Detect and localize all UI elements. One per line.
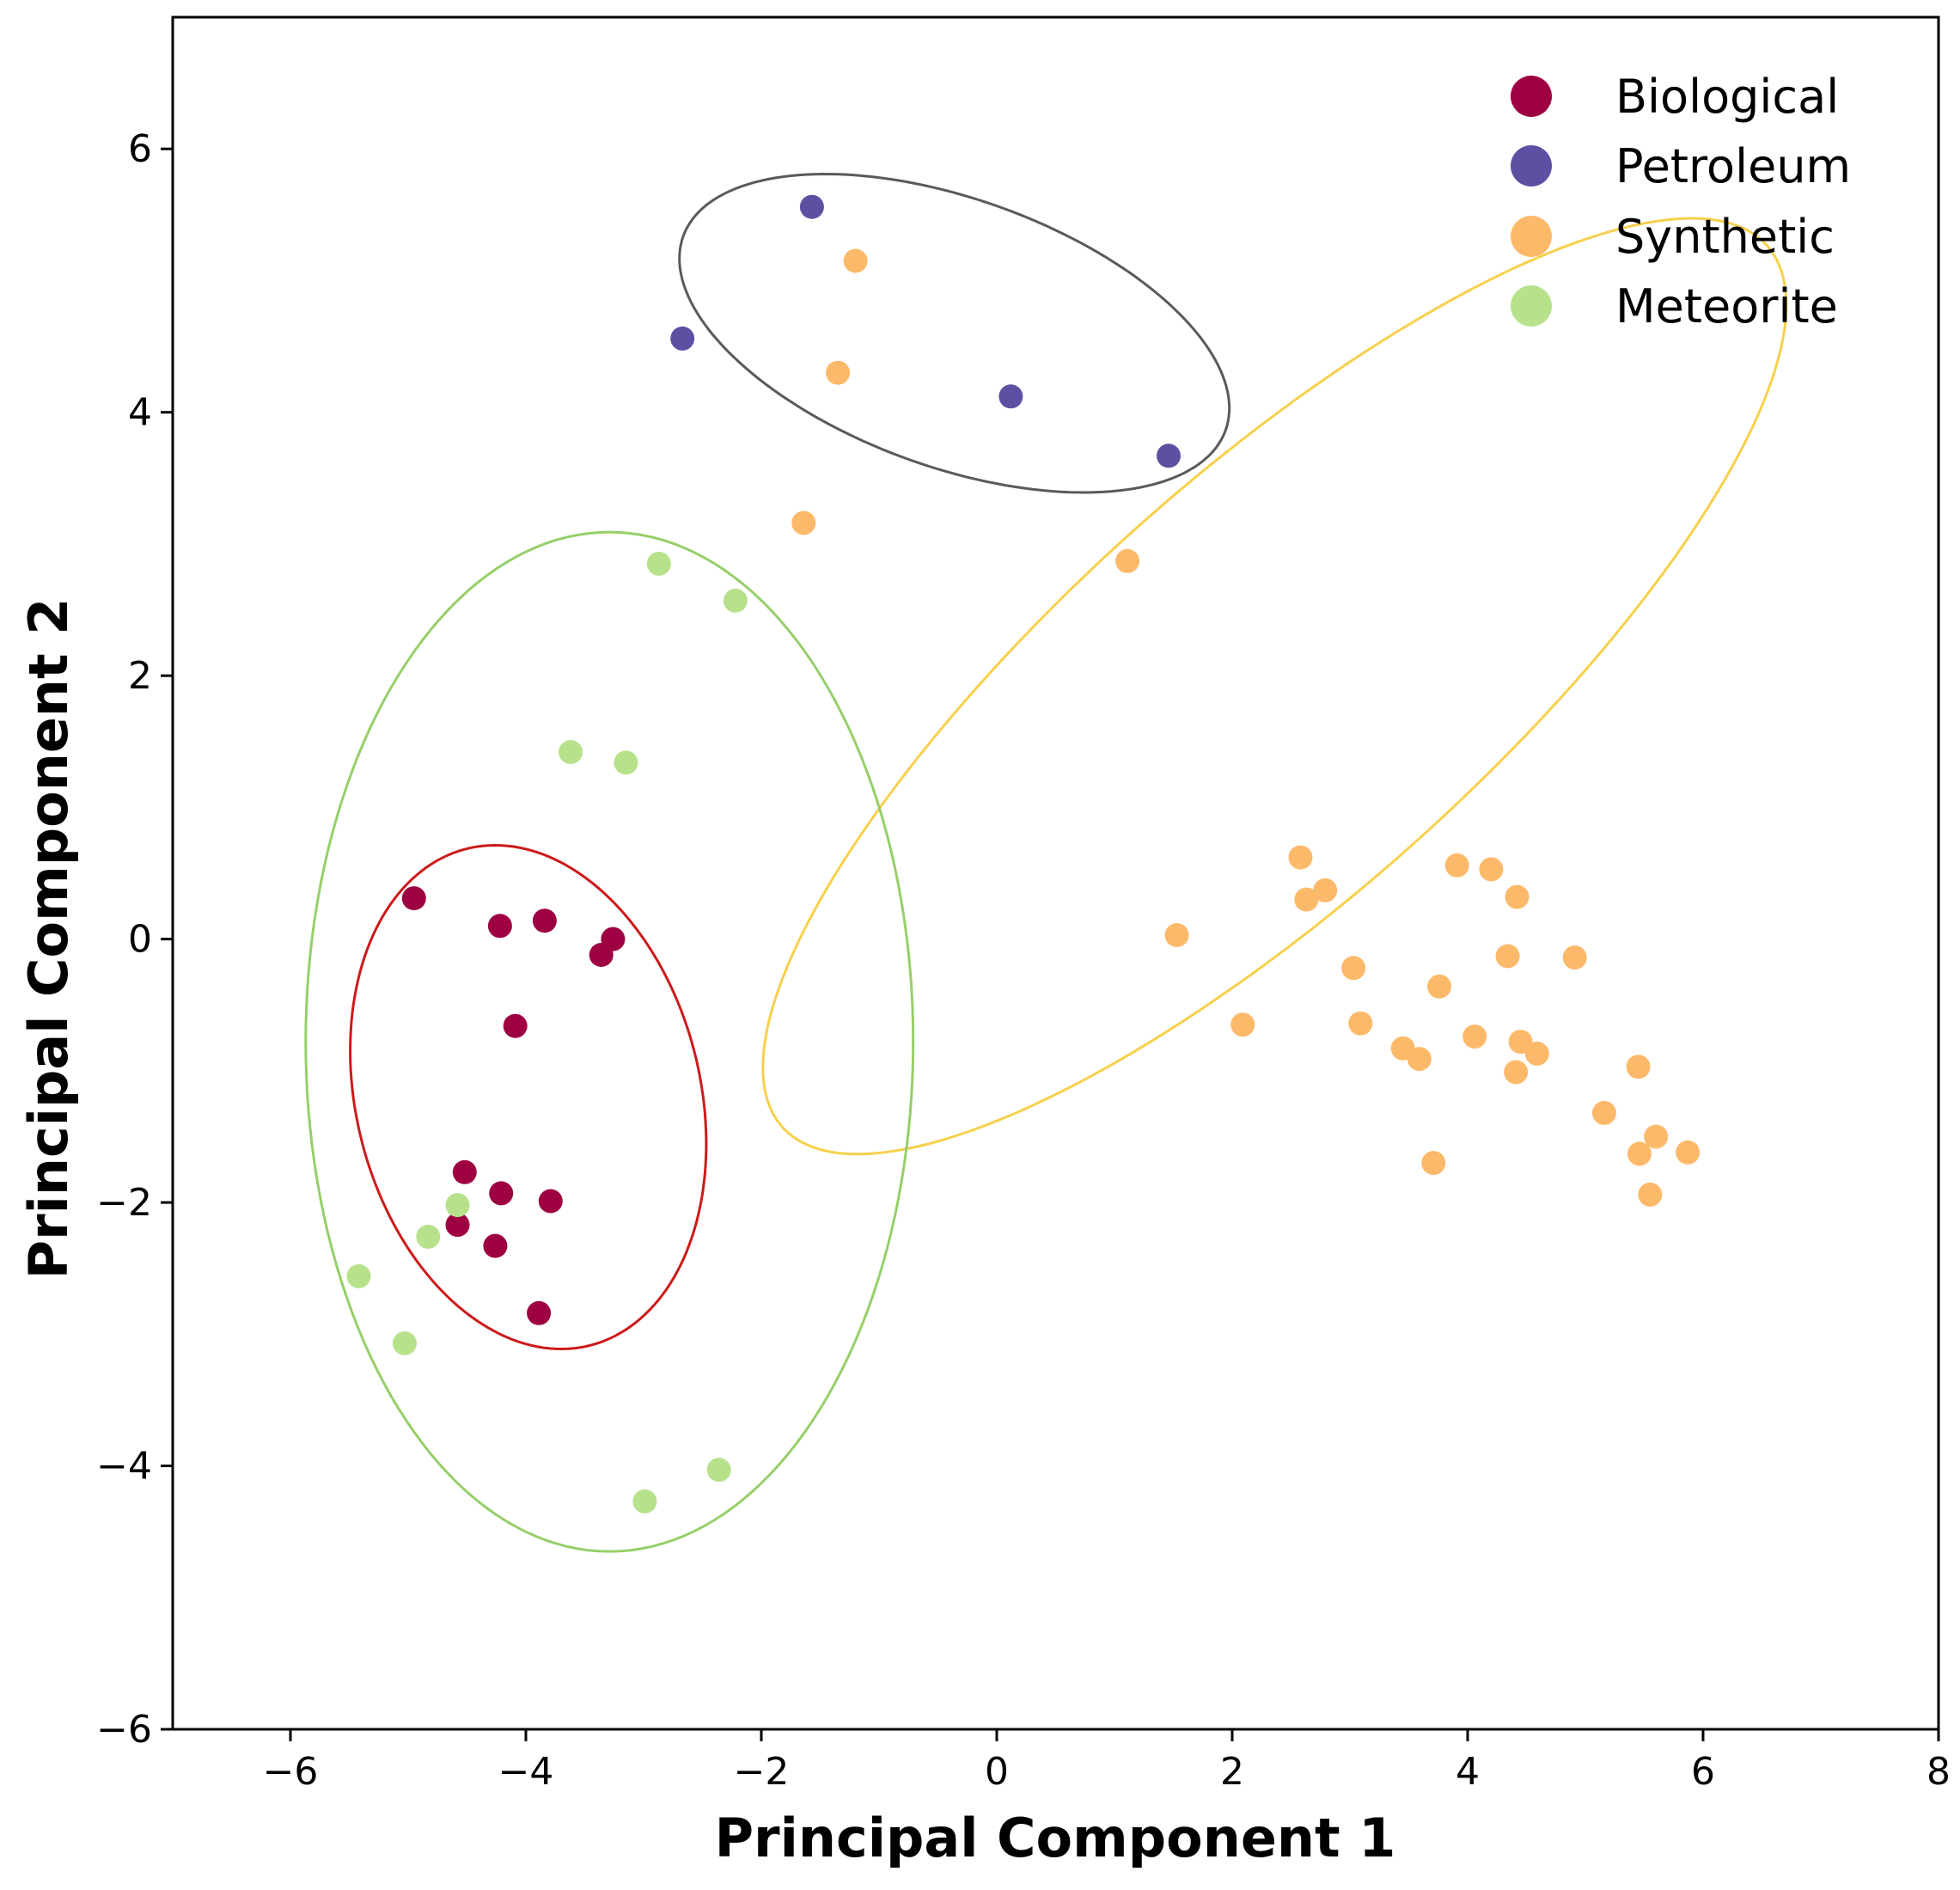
petroleum-point	[998, 384, 1023, 409]
synthetic-point	[1427, 974, 1452, 999]
synthetic-point	[1115, 548, 1140, 573]
synthetic-point	[1288, 845, 1313, 870]
synthetic-point	[1562, 945, 1587, 970]
x-axis-title: Principal Component 1	[715, 1807, 1396, 1869]
legend-label-petroleum: Petroleum	[1615, 139, 1851, 193]
synthetic-point	[843, 248, 868, 273]
synthetic-point	[1626, 1055, 1651, 1080]
x-axis-ticks: −6 −4 −2 0 2 4 6 8	[263, 1729, 1951, 1794]
meteorite-point	[346, 1263, 371, 1288]
y-tick-label: −4	[96, 1445, 152, 1489]
synthetic-point	[1341, 956, 1366, 981]
meteorite-point	[392, 1331, 417, 1355]
synthetic-point	[1644, 1124, 1669, 1149]
legend-marker-meteorite	[1511, 285, 1552, 327]
petroleum-point	[1157, 443, 1181, 468]
biological-confidence-ellipse	[349, 843, 708, 1351]
legend: Biological Petroleum Synthetic Meteorite	[1511, 70, 1851, 333]
y-tick-label: 0	[128, 918, 152, 962]
legend-marker-synthetic	[1511, 216, 1552, 257]
synthetic-point	[1421, 1151, 1446, 1176]
biological-point	[401, 886, 426, 911]
synthetic-point	[1164, 923, 1189, 947]
meteorite-point	[445, 1193, 470, 1218]
synthetic-point	[1591, 1100, 1616, 1125]
biological-point	[489, 1181, 514, 1206]
legend-marker-biological	[1511, 76, 1552, 117]
meteorite-confidence-ellipse	[304, 530, 915, 1553]
synthetic-point	[1504, 1060, 1529, 1085]
plot-area-frame	[171, 15, 1940, 1731]
petroleum-confidence-ellipse	[678, 172, 1231, 494]
synthetic-point	[1294, 887, 1319, 912]
legend-label-meteorite: Meteorite	[1615, 279, 1838, 333]
x-tick-label: −4	[498, 1750, 554, 1794]
y-axis-title: Principal Component 2	[17, 598, 80, 1280]
x-tick-label: 8	[1926, 1750, 1951, 1794]
y-tick-label: 4	[128, 391, 152, 435]
biological-point	[487, 914, 512, 939]
synthetic-point	[1348, 1011, 1373, 1036]
x-tick-label: 0	[985, 1750, 1009, 1794]
biological-point	[483, 1233, 508, 1258]
y-axis-ticks: −6 −4 −2 0 2 4 6	[96, 127, 173, 1752]
confidence-ellipses	[304, 172, 1788, 1553]
synthetic-point	[1313, 878, 1338, 902]
y-tick-label: 2	[128, 654, 152, 698]
synthetic-point	[1627, 1141, 1652, 1166]
y-tick-label: −2	[96, 1181, 152, 1225]
meteorite-point	[706, 1458, 731, 1483]
x-tick-label: 4	[1456, 1750, 1480, 1794]
x-tick-label: −2	[734, 1750, 790, 1794]
biological-point	[503, 1013, 528, 1038]
synthetic-point	[1462, 1025, 1487, 1049]
synthetic-confidence-ellipse	[761, 217, 1788, 1156]
synthetic-point	[1444, 853, 1469, 878]
meteorite-point	[614, 750, 638, 775]
legend-label-biological: Biological	[1615, 70, 1839, 124]
synthetic-point	[826, 360, 851, 385]
synthetic-point	[1676, 1140, 1700, 1165]
biological-point	[589, 943, 614, 967]
synthetic-point	[1638, 1182, 1663, 1207]
biological-point	[452, 1159, 477, 1184]
biological-point	[445, 1213, 470, 1238]
legend-marker-petroleum	[1511, 145, 1552, 187]
biological-point	[538, 1189, 563, 1214]
synthetic-point	[791, 511, 816, 535]
x-tick-label: −6	[263, 1750, 319, 1794]
x-tick-label: 6	[1691, 1750, 1715, 1794]
scatter-points	[346, 194, 1700, 1514]
synthetic-point	[1505, 884, 1530, 909]
synthetic-point	[1479, 857, 1504, 882]
x-tick-label: 2	[1220, 1750, 1244, 1794]
meteorite-point	[559, 740, 583, 764]
meteorite-point	[723, 588, 748, 613]
y-tick-label: −6	[96, 1708, 152, 1752]
synthetic-point	[1407, 1047, 1432, 1072]
biological-point	[527, 1300, 552, 1325]
biological-point	[532, 908, 557, 933]
meteorite-point	[646, 551, 671, 576]
meteorite-point	[416, 1224, 441, 1249]
y-tick-label: 6	[128, 127, 152, 171]
synthetic-point	[1230, 1012, 1255, 1037]
synthetic-point	[1524, 1041, 1549, 1066]
legend-label-synthetic: Synthetic	[1615, 210, 1835, 264]
meteorite-point	[632, 1489, 657, 1514]
synthetic-point	[1495, 944, 1520, 969]
petroleum-point	[670, 326, 695, 351]
petroleum-point	[799, 194, 824, 219]
